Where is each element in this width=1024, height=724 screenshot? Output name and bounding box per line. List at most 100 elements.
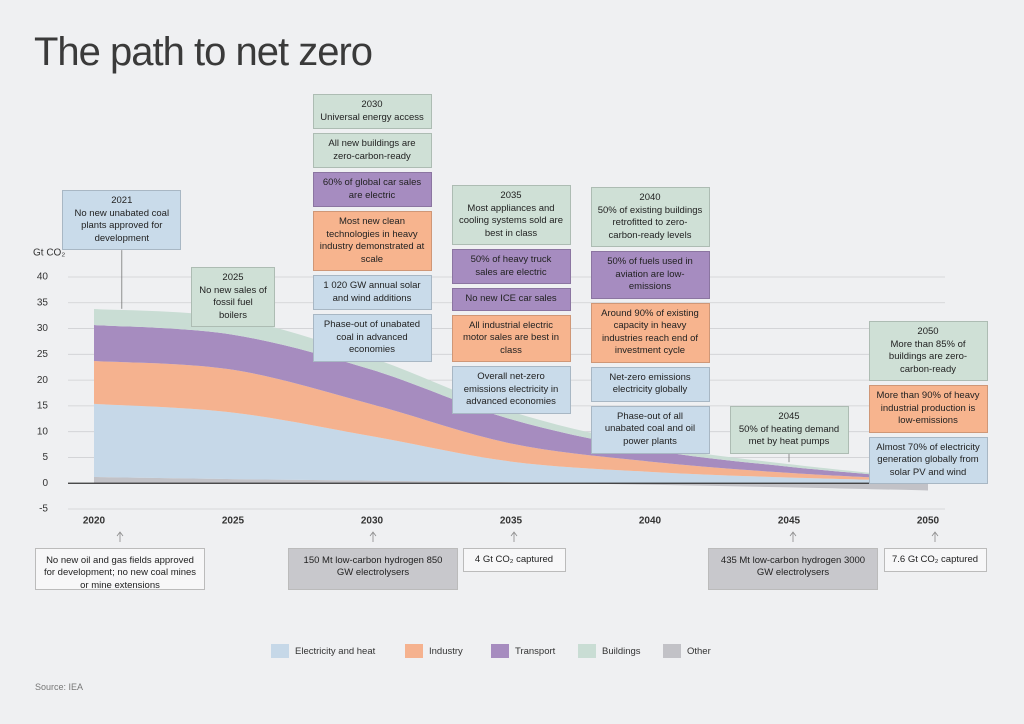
y-tick-label: 5 (42, 452, 48, 463)
area (94, 324, 928, 481)
legend-label: Transport (515, 646, 556, 657)
annotation-text: 1 020 GW annual solar and wind additions (323, 280, 421, 304)
legend-swatch (271, 644, 289, 658)
annotation: 50% of fuels used in aviation are low-em… (590, 251, 710, 299)
legend-label: Industry (429, 646, 463, 657)
annotation: No new ICE car sales (451, 288, 571, 311)
annotation-text: Universal energy access (320, 111, 424, 123)
annotation-text: No new ICE car sales (465, 293, 557, 305)
x-tick-label: 2025 (222, 516, 245, 527)
annotation-year: 2025 (222, 272, 244, 283)
legend-swatch (491, 644, 509, 658)
annotation-year: 2040 (639, 192, 661, 203)
annotation-group: 2025 No new sales of fossil fuel boilers (191, 267, 275, 331)
annotation: 2025 No new sales of fossil fuel boilers (191, 267, 275, 328)
area (94, 361, 928, 482)
bottom-note: 150 Mt low-carbon hydrogen 850 GW electr… (288, 548, 458, 590)
x-tick-label: 2040 (639, 516, 662, 527)
annotation: All industrial electric motor sales are … (451, 314, 571, 363)
arrow (369, 531, 377, 542)
annotation: Almost 70% of electricity generation glo… (868, 436, 988, 485)
annotation: 2045 50% of heating demand met by heat pu… (729, 406, 849, 454)
areas (94, 308, 928, 491)
annotation-text: Almost 70% of electricity generation glo… (876, 441, 980, 478)
annotation-year: 2045 (778, 411, 800, 422)
annotation-year: 2021 (111, 195, 133, 206)
y-tick-label: 0 (42, 478, 48, 489)
annotation: More than 90% of heavy industrial produc… (868, 385, 988, 433)
annotation: 2040 50% of existing buildings retrofitte… (590, 187, 710, 248)
annotation-text: 50% of heating demand met by heat pumps (738, 423, 840, 448)
x-tick-label: 2045 (778, 516, 801, 527)
annotation-text: All new buildings are zero-carbon-ready (328, 138, 416, 162)
annotation-group: 2050 More than 85% of buildings are zero-… (868, 321, 988, 488)
arrow (510, 531, 518, 542)
y-tick-label: 20 (37, 375, 49, 386)
annotation-text: All industrial electric motor sales are … (462, 319, 560, 356)
legend-label: Electricity and heat (295, 646, 376, 657)
annotation-text: 50% of heavy truck sales are electric (470, 254, 552, 278)
annotation: All new buildings are zero-carbon-ready (312, 133, 432, 169)
annotation: 2030 Universal energy access (312, 94, 432, 130)
annotation: Net-zero emissions electricity globally (590, 366, 710, 402)
annotation-text: Overall net-zero emissions electricity i… (463, 371, 559, 408)
legend-swatch (578, 644, 596, 658)
annotation-text: 50% of existing buildings retrofitted to… (597, 204, 703, 241)
annotation-text: No new sales of fossil fuel boilers (199, 284, 267, 321)
source: Source: IEA (35, 682, 84, 692)
area (94, 403, 928, 484)
annotation: Most new clean technologies in heavy ind… (312, 211, 432, 272)
x-tick-label: 2020 (83, 516, 106, 527)
annotation-group: 2030 Universal energy access All new build… (312, 94, 432, 366)
annotation-text: Phase-out of all unabated coal and oil p… (604, 410, 696, 447)
y-tick-label: -5 (39, 504, 48, 515)
annotation: Phase-out of unabated coal in advanced e… (312, 314, 432, 362)
annotation-text: More than 90% of heavy industrial produc… (876, 390, 980, 427)
y-tick-label: 40 (37, 272, 49, 283)
annotation: 1 020 GW annual solar and wind additions (312, 275, 432, 311)
bottom-note: 7.6 Gt CO₂ captured (883, 548, 987, 572)
annotation: Phase-out of all unabated coal and oil p… (590, 405, 710, 454)
y-tick-label: 30 (37, 323, 49, 334)
annotation-group: 2035 Most appliances and cooling systems … (451, 185, 571, 418)
chart-title: The path to net zero (34, 30, 373, 74)
arrow (931, 531, 939, 542)
annotation-year: 2050 (917, 326, 939, 337)
annotation-text: More than 85% of buildings are zero-carb… (888, 338, 968, 375)
annotation-text: Most appliances and cooling systems sold… (458, 202, 564, 239)
legend-swatch (663, 644, 681, 658)
annotation-text: Most new clean technologies in heavy ind… (319, 216, 425, 265)
annotation-text: No new unabated coal plants approved for… (74, 207, 170, 244)
arrow (789, 531, 797, 542)
x-tick-label: 2050 (917, 516, 940, 527)
legend-swatch (405, 644, 423, 658)
annotation-text: 50% of fuels used in aviation are low-em… (607, 256, 693, 293)
legend-label: Other (687, 646, 711, 657)
bottom-note: No new oil and gas fields approved for d… (35, 548, 205, 591)
annotation-text: 60% of global car sales are electric (322, 177, 422, 201)
annotation-text: Around 90% of existing capacity in heavy… (601, 307, 699, 357)
annotation: Around 90% of existing capacity in heavy… (590, 302, 710, 363)
area (94, 477, 928, 491)
annotation: 2021 No new unabated coal plants approved… (62, 190, 182, 251)
legend-label: Buildings (602, 646, 641, 657)
bottom-note: 435 Mt low-carbon hydrogen 3000 GW elect… (708, 548, 878, 590)
annotation-text: Phase-out of unabated coal in advanced e… (323, 319, 421, 356)
annotation-group: 2021 No new unabated coal plants approved… (62, 190, 182, 254)
x-tick-label: 2030 (361, 516, 384, 527)
annotation-group: 2040 50% of existing buildings retrofitte… (590, 187, 710, 458)
annotation-text: Net-zero emissions electricity globally (609, 371, 691, 396)
annotation-year: 2035 (500, 190, 522, 201)
y-tick-label: 10 (37, 426, 49, 437)
y-tick-label: 35 (37, 297, 49, 308)
annotation-group: 2045 50% of heating demand met by heat pu… (729, 406, 849, 458)
annotation: 50% of heavy truck sales are electric (451, 249, 571, 285)
annotation: 60% of global car sales are electric (312, 172, 432, 208)
x-tick-label: 2035 (500, 516, 523, 527)
annotation: Overall net-zero emissions electricity i… (451, 366, 571, 414)
annotation-year: 2030 (361, 99, 383, 110)
annotation: 2050 More than 85% of buildings are zero-… (868, 321, 988, 382)
arrow (116, 531, 124, 542)
y-axis-label: Gt CO₂ (33, 248, 65, 259)
